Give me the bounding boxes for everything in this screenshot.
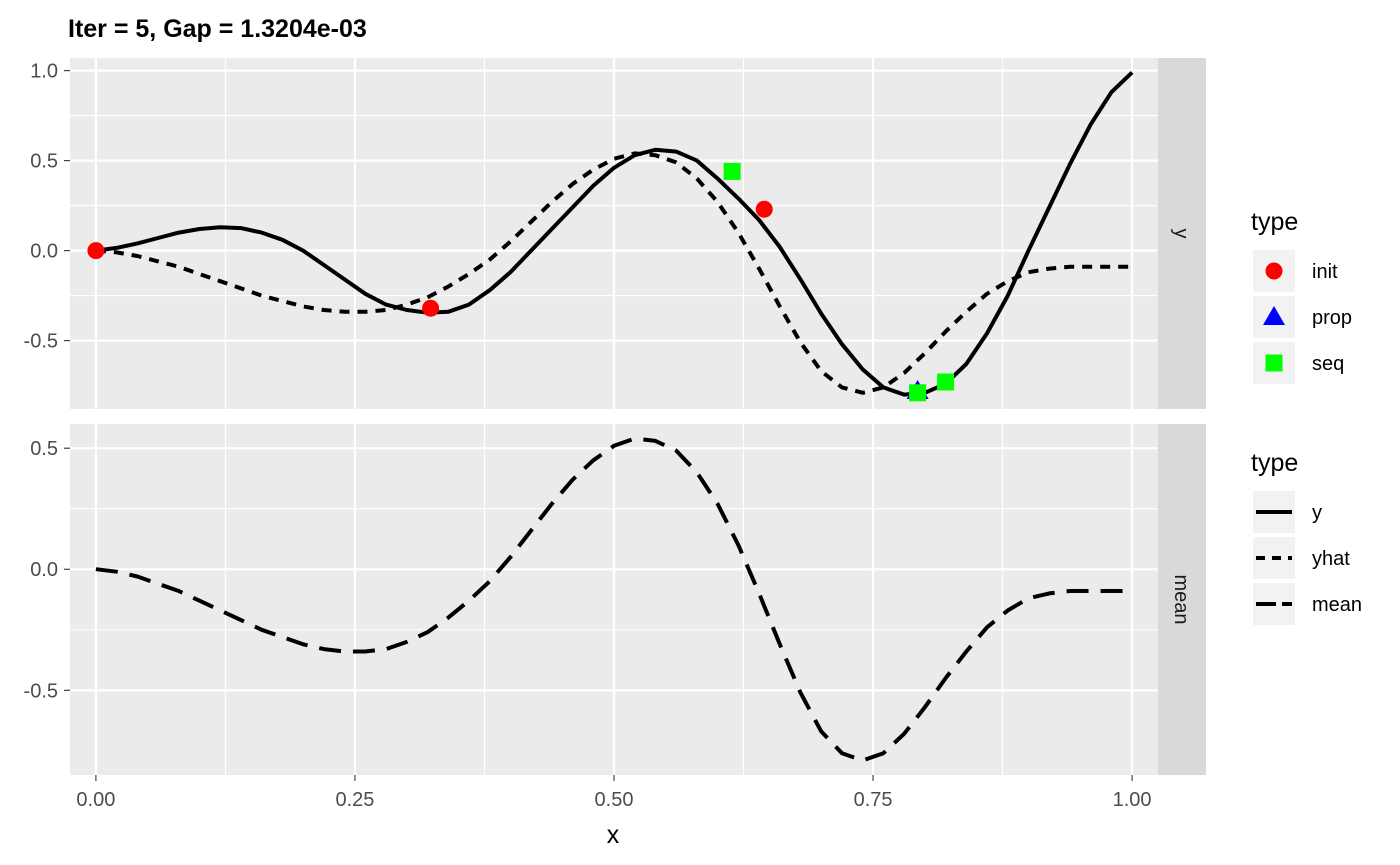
point-seq: [909, 384, 927, 402]
y-tick-label: 0.0: [30, 241, 58, 263]
point-seq: [723, 162, 741, 180]
point-seq: [937, 373, 955, 391]
legend-label: seq: [1312, 353, 1344, 375]
facet-strip-background: [1158, 424, 1206, 775]
y-tick-label: -0.5: [24, 331, 58, 353]
y-tick-label: 0.5: [30, 438, 58, 460]
legend-shape: type init prop seq: [1251, 208, 1352, 384]
legend-title: type: [1251, 449, 1298, 477]
x-axis: 0.00 0.25 0.50 0.75 1.00: [76, 775, 1152, 811]
legend-key-square: [1265, 354, 1283, 372]
legends: type init prop seq type y yhat mean: [1251, 208, 1362, 625]
legend-label: init: [1312, 261, 1338, 283]
x-tick-label: 1.00: [1113, 789, 1152, 811]
series-line-y: [95, 70, 1134, 397]
facet-panel-y: -0.5 0.0 0.5 1.0 y: [24, 58, 1206, 409]
chart-title: Iter = 5, Gap = 1.3204e-03: [68, 15, 367, 43]
y-tick-label: 0.0: [30, 559, 58, 581]
legend-linetype: type y yhat mean: [1251, 449, 1362, 625]
legend-key-triangle: [1263, 306, 1285, 325]
x-tick-label: 0.75: [854, 789, 893, 811]
y-tick-label: 0.5: [30, 151, 58, 173]
x-tick-label: 0.50: [595, 789, 634, 811]
legend-key-circle: [1265, 262, 1283, 280]
legend-label: mean: [1312, 594, 1362, 616]
x-tick-label: 0.00: [76, 789, 115, 811]
legend-label: y: [1312, 502, 1322, 524]
facet-strip-label: mean: [1170, 574, 1192, 624]
series-line-yhat: [95, 151, 1133, 395]
y-tick-label: -0.5: [24, 680, 58, 702]
series-line-mean: [95, 436, 1133, 763]
legend-label: prop: [1312, 307, 1352, 329]
x-axis-title: x: [607, 821, 620, 849]
point-init: [422, 299, 440, 317]
facet-strip-background: [1158, 58, 1206, 409]
facets: -0.5 0.0 0.5 1.0 y -0.5 0.0 0.5 mean 0.00 0.25 0.50…: [24, 58, 1206, 811]
facet-panel-mean: -0.5 0.0 0.5 mean: [24, 424, 1206, 775]
y-tick-label: 1.0: [30, 61, 58, 83]
point-init: [755, 200, 773, 218]
legend-title: type: [1251, 208, 1298, 236]
legend-label: yhat: [1312, 548, 1350, 570]
point-init: [87, 242, 105, 260]
x-tick-label: 0.25: [335, 789, 374, 811]
facet-strip-label: y: [1170, 229, 1192, 239]
